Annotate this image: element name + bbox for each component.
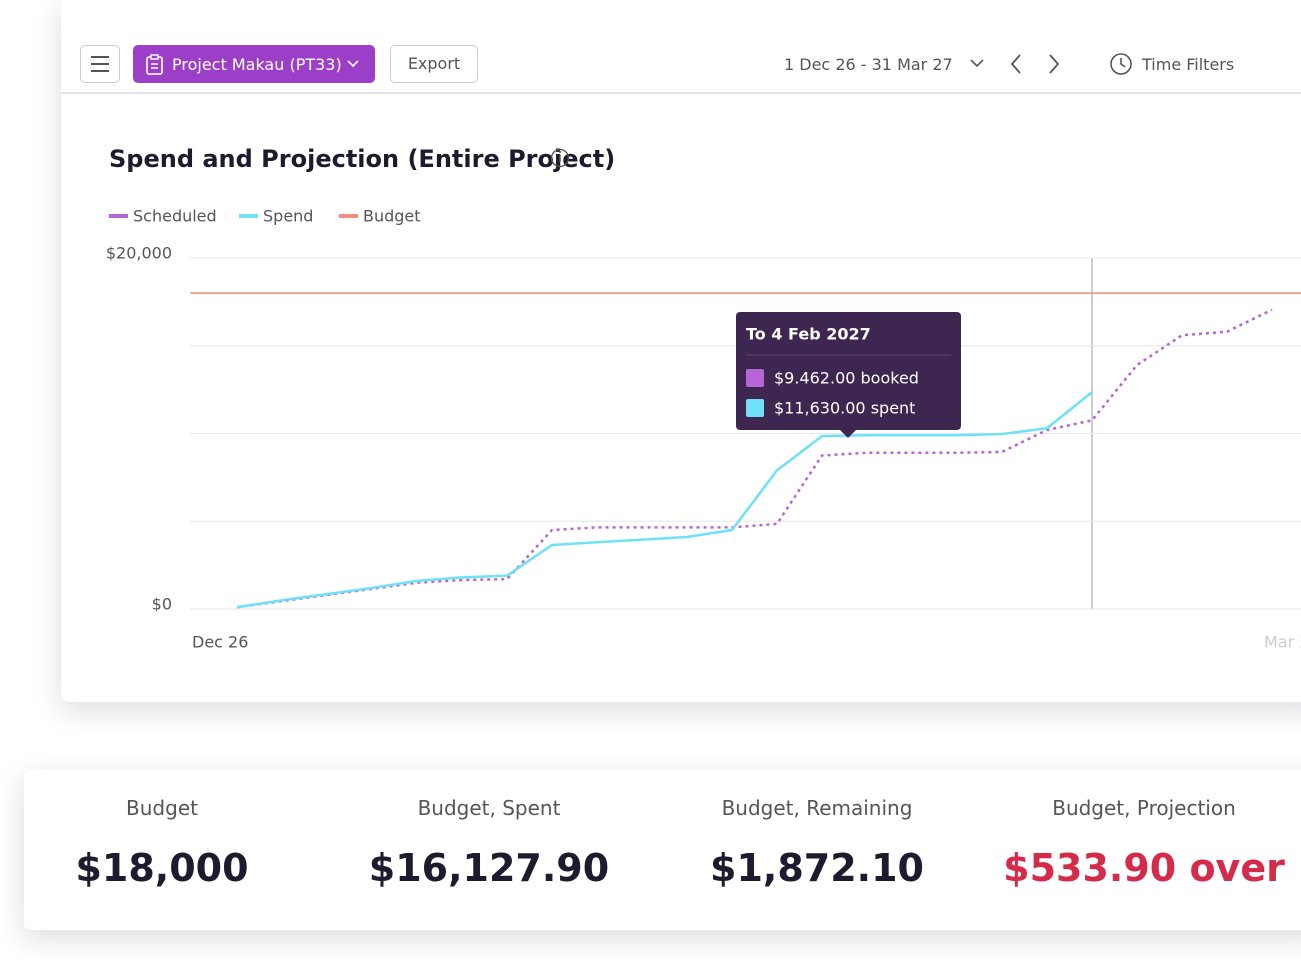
tooltip-box [736,312,961,430]
info-icon [550,148,570,168]
stat: Budget, Remaining $1,872.10 [667,796,967,890]
date-range[interactable]: 1 Dec 26 - 31 Mar 27 [784,55,953,74]
export-button[interactable]: Export [390,45,478,83]
chart: Spend and Projection (Entire Project) $0… [106,145,1301,652]
stat-value: $533.90 over [1003,846,1285,890]
menu-icon [91,56,109,72]
tooltip-item: $9.462.00 booked [774,369,919,388]
clock-icon [1110,53,1132,75]
x-tick-label: Mar 27 [1264,633,1301,652]
toolbar-divider [61,92,1301,94]
stat-label: Budget, Remaining [721,796,913,820]
clipboard-icon [146,54,163,75]
stat-value: $1,872.10 [710,846,924,890]
tooltip-swatch [746,399,764,417]
menu-button[interactable] [80,45,120,83]
stat: Budget, Projection $533.90 over [994,796,1294,890]
stat-label: Budget, Spent [417,796,561,820]
date-nav [970,54,1060,74]
tooltip-swatch [746,369,764,387]
chart-card [61,0,1301,702]
y-tick-label: $20,000 [106,244,172,263]
stat-label: Budget [126,796,198,820]
chart-title: Spend and Projection (Entire Project) [109,145,615,173]
stat: Budget $18,000 [12,796,312,890]
stat-label: Budget, Projection [1052,796,1236,820]
time-filters[interactable]: Time Filters [1142,55,1235,74]
stat-value: $16,127.90 [368,846,610,890]
legend-label: Budget [363,207,421,226]
summary-card [24,770,1301,930]
tooltip-title: To 4 Feb 2027 [746,325,871,344]
series-line [236,391,1093,609]
legend-label: Spend [263,207,313,226]
series-line [236,308,1273,609]
chevron [347,60,359,68]
tooltip: To 4 Feb 2027 $9.462.00 booked $11,630.00 … [736,312,961,438]
project-button[interactable]: Project Makau (PT33) [133,45,375,83]
y-tick-label: $0 [152,595,172,614]
project-name: Project Makau (PT33) [172,55,342,74]
tooltip-item: $11,630.00 spent [774,399,915,418]
stat: Budget, Spent $16,127.90 [339,796,639,890]
tooltip-pointer [840,430,856,438]
legend-label: Scheduled [133,207,217,226]
x-tick-label: Dec 26 [192,633,248,652]
stat-value: $18,000 [75,846,249,890]
